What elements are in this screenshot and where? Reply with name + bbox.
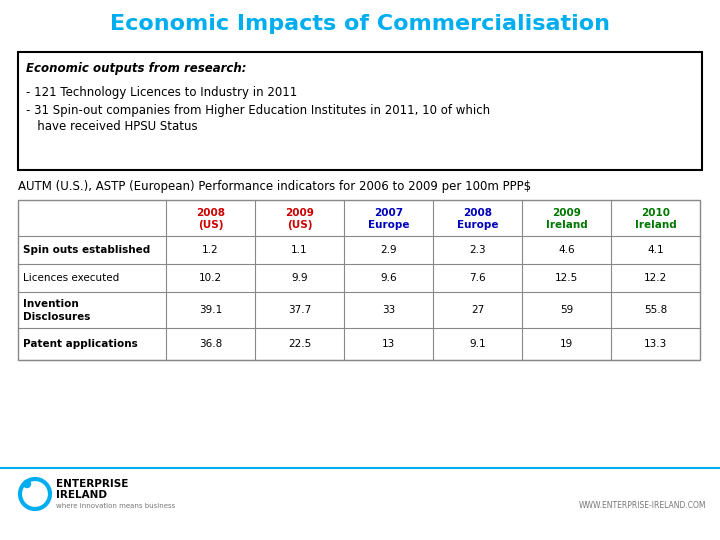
Text: IRELAND: IRELAND [56,490,107,500]
Text: have received HPSU Status: have received HPSU Status [26,120,197,133]
Text: 1.2: 1.2 [202,245,219,255]
Text: Disclosures: Disclosures [23,312,91,322]
Text: ENTERPRISE: ENTERPRISE [56,479,128,489]
Text: Ireland: Ireland [634,220,676,230]
Text: Europe: Europe [368,220,409,230]
Bar [18,200,700,360]
Text: 13: 13 [382,339,395,349]
Text: Patent applications: Patent applications [23,339,138,349]
Text: 59: 59 [560,305,573,315]
Text: Economic outputs from research:: Economic outputs from research: [26,62,246,75]
Text: (US): (US) [198,220,223,230]
Text: 9.6: 9.6 [380,273,397,283]
Text: Europe: Europe [456,220,498,230]
Text: 4.1: 4.1 [647,245,664,255]
Text: - 31 Spin-out companies from Higher Education Institutes in 2011, 10 of which: - 31 Spin-out companies from Higher Educ… [26,104,490,117]
Text: 2008: 2008 [196,208,225,218]
Text: Spin outs established: Spin outs established [23,245,150,255]
Text: 2009: 2009 [285,208,314,218]
Text: 4.6: 4.6 [558,245,575,255]
Text: 2.9: 2.9 [380,245,397,255]
Text: 10.2: 10.2 [199,273,222,283]
Text: Ireland: Ireland [546,220,588,230]
Text: Licences executed: Licences executed [23,273,120,283]
Text: 7.6: 7.6 [469,273,486,283]
Text: 2.3: 2.3 [469,245,486,255]
Text: 9.1: 9.1 [469,339,486,349]
Text: 22.5: 22.5 [288,339,311,349]
Text: Economic Impacts of Commercialisation: Economic Impacts of Commercialisation [110,14,610,34]
Bar [18,52,702,170]
Text: - 121 Technology Licences to Industry in 2011: - 121 Technology Licences to Industry in… [26,86,297,99]
Text: (US): (US) [287,220,312,230]
Text: 33: 33 [382,305,395,315]
Text: 2007: 2007 [374,208,403,218]
Text: WWW.ENTERPRISE-IRELAND.COM: WWW.ENTERPRISE-IRELAND.COM [578,502,706,510]
Text: 2008: 2008 [463,208,492,218]
Text: 39.1: 39.1 [199,305,222,315]
Text: 12.5: 12.5 [555,273,578,283]
Text: Invention: Invention [23,299,78,309]
Text: 37.7: 37.7 [288,305,311,315]
Text: AUTM (U.S.), ASTP (European) Performance indicators for 2006 to 2009 per 100m PP: AUTM (U.S.), ASTP (European) Performance… [18,180,531,193]
Text: 13.3: 13.3 [644,339,667,349]
Text: 2009: 2009 [552,208,581,218]
Text: 36.8: 36.8 [199,339,222,349]
Text: 1.1: 1.1 [291,245,308,255]
Text: 55.8: 55.8 [644,305,667,315]
Text: 9.9: 9.9 [291,273,308,283]
Text: 19: 19 [560,339,573,349]
Text: 12.2: 12.2 [644,273,667,283]
Text: 27: 27 [471,305,484,315]
Text: where innovation means business: where innovation means business [56,503,175,509]
Circle shape [24,481,30,488]
Text: 2010: 2010 [641,208,670,218]
